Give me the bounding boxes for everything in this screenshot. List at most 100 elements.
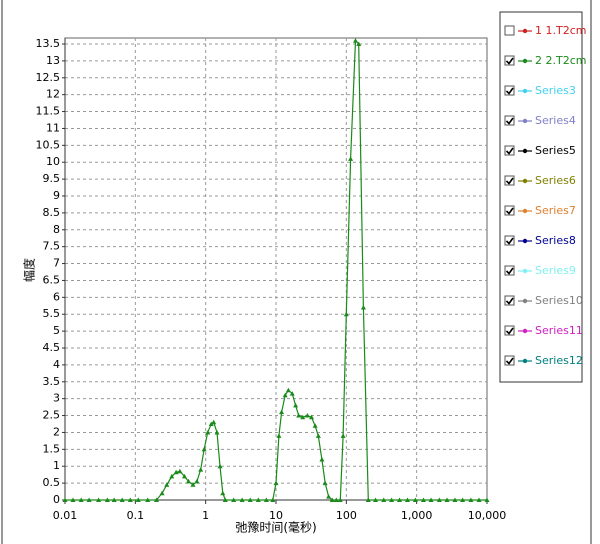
legend-checkbox[interactable] bbox=[504, 175, 515, 186]
point bbox=[181, 473, 187, 479]
y-tick-label: 6.5 bbox=[43, 273, 61, 286]
legend-check bbox=[505, 207, 514, 215]
legend-marker bbox=[522, 268, 528, 274]
point bbox=[389, 497, 395, 502]
legend-checkbox[interactable] bbox=[504, 55, 515, 66]
point bbox=[279, 409, 285, 415]
point bbox=[220, 490, 226, 496]
y-tick-label: 5.5 bbox=[43, 307, 61, 320]
point bbox=[194, 478, 200, 484]
y-tick-label: 2 bbox=[53, 425, 60, 438]
y-tick-label: 12 bbox=[46, 88, 60, 101]
legend-check bbox=[505, 267, 514, 275]
point bbox=[476, 497, 482, 502]
legend-label: Series12 bbox=[535, 354, 583, 367]
legend-checkbox[interactable] bbox=[504, 235, 515, 246]
legend-label: Series9 bbox=[535, 264, 576, 277]
y-tick-label: 6 bbox=[53, 290, 60, 303]
point bbox=[276, 433, 282, 438]
point bbox=[247, 497, 253, 502]
point bbox=[104, 497, 110, 502]
legend-label: Series7 bbox=[535, 204, 576, 217]
y-tick-label: 11.5 bbox=[36, 105, 61, 118]
y-tick-label: 9 bbox=[53, 189, 60, 202]
legend-label: 1 1.T2cm bbox=[535, 24, 586, 37]
legend-marker bbox=[522, 358, 528, 364]
y-tick-label: 12.5 bbox=[36, 71, 61, 84]
point bbox=[145, 497, 151, 502]
legend-checkbox[interactable] bbox=[504, 25, 515, 36]
point bbox=[208, 421, 214, 426]
point bbox=[404, 497, 410, 502]
point bbox=[127, 497, 133, 502]
legend-checkbox[interactable] bbox=[504, 325, 515, 336]
point bbox=[70, 497, 76, 502]
legend-label: 2 2.T2cm bbox=[535, 54, 586, 67]
y-tick-label: 4 bbox=[53, 358, 60, 371]
point bbox=[484, 497, 490, 502]
point bbox=[198, 467, 204, 472]
point bbox=[365, 497, 371, 502]
y-tick-label: 0 bbox=[53, 493, 60, 506]
legend-marker bbox=[522, 58, 528, 64]
point bbox=[304, 413, 310, 418]
point bbox=[190, 482, 196, 487]
point bbox=[205, 429, 211, 435]
legend-check bbox=[505, 147, 514, 155]
point bbox=[169, 473, 175, 479]
point bbox=[356, 41, 362, 46]
point bbox=[239, 497, 245, 502]
x-tick-label: 1 bbox=[202, 509, 209, 522]
legend-check bbox=[505, 57, 514, 65]
x-tick-label: 100 bbox=[336, 509, 357, 522]
y-tick-label: 11 bbox=[46, 121, 60, 134]
point bbox=[222, 497, 228, 502]
y-tick-label: 10 bbox=[46, 155, 60, 168]
legend-checkbox[interactable] bbox=[504, 115, 515, 126]
y-tick-label: 5 bbox=[53, 324, 60, 337]
point bbox=[231, 497, 237, 502]
point bbox=[177, 468, 183, 474]
legend-checkbox[interactable] bbox=[504, 205, 515, 216]
point bbox=[282, 392, 288, 398]
point bbox=[96, 497, 102, 502]
point bbox=[201, 446, 207, 452]
x-tick-label: 10,000 bbox=[468, 509, 507, 522]
point bbox=[285, 387, 291, 393]
y-tick-label: 7 bbox=[53, 257, 60, 270]
y-tick-label: 8 bbox=[53, 223, 60, 236]
point bbox=[329, 497, 335, 502]
point bbox=[119, 497, 125, 502]
y-tick-label: 2.5 bbox=[43, 409, 61, 422]
point bbox=[340, 433, 346, 438]
point bbox=[412, 497, 418, 502]
legend-checkbox[interactable] bbox=[504, 265, 515, 276]
y-tick-label: 9.5 bbox=[43, 172, 61, 185]
point bbox=[273, 480, 279, 486]
legend-marker bbox=[522, 148, 528, 154]
legend-checkbox[interactable] bbox=[504, 145, 515, 156]
legend-checkbox[interactable] bbox=[504, 85, 515, 96]
legend-marker bbox=[522, 298, 528, 304]
x-tick-label: 0.1 bbox=[127, 509, 145, 522]
y-tick-label: 4.5 bbox=[43, 341, 61, 354]
legend-checkbox[interactable] bbox=[504, 295, 515, 306]
legend-checkbox[interactable] bbox=[504, 355, 515, 366]
point bbox=[326, 494, 332, 499]
point bbox=[436, 497, 442, 502]
y-tick-label: 10.5 bbox=[36, 138, 61, 151]
point bbox=[333, 497, 339, 502]
point bbox=[452, 497, 458, 502]
y-tick-label: 3 bbox=[53, 392, 60, 405]
legend-label: Series11 bbox=[535, 324, 583, 337]
point bbox=[428, 497, 434, 502]
legend-marker bbox=[522, 28, 528, 34]
legend-label: Series4 bbox=[535, 114, 576, 127]
point bbox=[312, 423, 318, 428]
point bbox=[164, 482, 170, 487]
point bbox=[420, 497, 426, 502]
legend-check bbox=[505, 297, 514, 305]
legend-marker bbox=[522, 178, 528, 184]
point bbox=[293, 402, 299, 408]
